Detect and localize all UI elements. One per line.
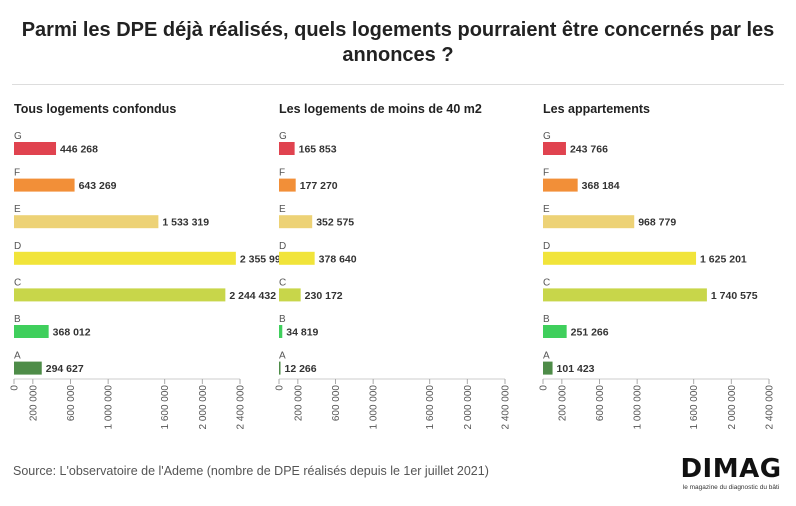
value-label: 1 625 201	[700, 253, 747, 265]
bar-c	[279, 288, 301, 302]
bar-b	[279, 325, 283, 338]
panel-title: Les appartements	[543, 102, 650, 116]
x-tick-label: 1 600 000	[689, 385, 700, 430]
bar-g	[279, 142, 295, 155]
value-label: 294 627	[46, 363, 84, 375]
x-tick-label: 0	[275, 385, 286, 391]
bar-f	[279, 178, 296, 192]
x-tick-label: 600 000	[331, 385, 342, 422]
value-label: 101 423	[557, 363, 595, 375]
category-label: G	[543, 131, 551, 142]
bar-d	[543, 251, 697, 265]
x-tick-label: 0	[10, 385, 21, 391]
x-tick-label: 1 000 000	[633, 385, 644, 430]
x-tick-label: 1 000 000	[369, 385, 380, 430]
value-label: 230 172	[305, 290, 343, 302]
value-label: 368 012	[53, 327, 91, 339]
bar-c	[543, 288, 707, 302]
bar-b	[543, 325, 567, 338]
bar-b	[14, 325, 49, 338]
category-label: C	[543, 277, 550, 288]
bar-d	[14, 251, 236, 265]
category-label: B	[279, 314, 286, 325]
panel-title: Tous logements confondus	[14, 102, 176, 116]
category-label: A	[14, 351, 21, 362]
value-label: 1 740 575	[711, 290, 758, 302]
category-label: D	[279, 241, 286, 252]
bar-d	[279, 251, 315, 265]
value-label: 165 853	[299, 144, 337, 156]
value-label: 378 640	[319, 253, 357, 265]
bar-f	[543, 178, 578, 192]
x-tick-label: 600 000	[595, 385, 606, 422]
bar-g	[543, 142, 566, 155]
value-label: 643 269	[79, 180, 117, 192]
bar-a	[279, 361, 281, 375]
x-tick-label: 200 000	[557, 385, 568, 422]
value-label: 1 533 319	[162, 217, 209, 229]
chart-title: Parmi les DPE déjà réalisés, quels logem…	[21, 19, 775, 66]
x-tick-label: 2 400 000	[501, 385, 512, 430]
bar-c	[14, 288, 226, 302]
category-label: C	[14, 277, 21, 288]
x-tick-label: 2 000 000	[198, 385, 209, 430]
x-tick-label: 0	[539, 385, 550, 391]
value-label: 177 270	[300, 180, 338, 192]
x-tick-label: 2 400 000	[765, 385, 776, 430]
value-label: 968 779	[638, 217, 676, 229]
bar-e	[14, 215, 159, 229]
x-tick-label: 1 000 000	[104, 385, 115, 430]
category-label: B	[543, 314, 550, 325]
category-label: G	[279, 131, 287, 142]
x-tick-label: 1 600 000	[160, 385, 171, 430]
bar-g	[14, 142, 57, 155]
category-label: D	[543, 241, 550, 252]
bar-a	[543, 361, 553, 375]
category-label: E	[14, 204, 21, 215]
value-label: 243 766	[570, 144, 608, 156]
category-label: B	[14, 314, 21, 325]
value-label: 2 244 432	[229, 290, 276, 302]
x-tick-label: 1 600 000	[425, 385, 436, 430]
category-label: F	[279, 168, 285, 179]
x-tick-label: 200 000	[28, 385, 39, 422]
source-note: Source: L'observatoire de l'Ademe (nombr…	[13, 464, 489, 478]
value-label: 352 575	[316, 217, 354, 229]
x-tick-label: 2 000 000	[727, 385, 738, 430]
x-tick-label: 2 000 000	[463, 385, 474, 430]
x-tick-label: 200 000	[293, 385, 304, 422]
category-label: F	[14, 168, 20, 179]
category-label: A	[543, 351, 550, 362]
value-label: 368 184	[582, 180, 620, 192]
bar-e	[543, 215, 635, 229]
x-tick-label: 600 000	[66, 385, 77, 422]
logo-tagline: le magazine du diagnostic du bâti	[682, 484, 780, 491]
category-label: E	[543, 204, 550, 215]
panel-title: Les logements de moins de 40 m2	[279, 102, 482, 116]
category-label: A	[279, 351, 286, 362]
dimag-logo: DIMAG le magazine du diagnostic du bâti	[672, 455, 790, 491]
bar-e	[279, 215, 313, 229]
value-label: 2 355 993	[240, 253, 287, 265]
category-label: C	[279, 277, 286, 288]
category-label: E	[279, 204, 286, 215]
category-label: D	[14, 241, 21, 252]
value-label: 34 819	[286, 327, 318, 339]
bar-a	[14, 361, 42, 375]
category-label: G	[14, 131, 22, 142]
logo-wordmark: DIMAG	[680, 454, 782, 484]
title-divider	[12, 84, 784, 85]
category-label: F	[543, 168, 549, 179]
value-label: 251 266	[571, 327, 609, 339]
value-label: 12 266	[285, 363, 317, 375]
value-label: 446 268	[60, 144, 98, 156]
x-tick-label: 2 400 000	[236, 385, 247, 430]
bar-f	[14, 178, 75, 192]
